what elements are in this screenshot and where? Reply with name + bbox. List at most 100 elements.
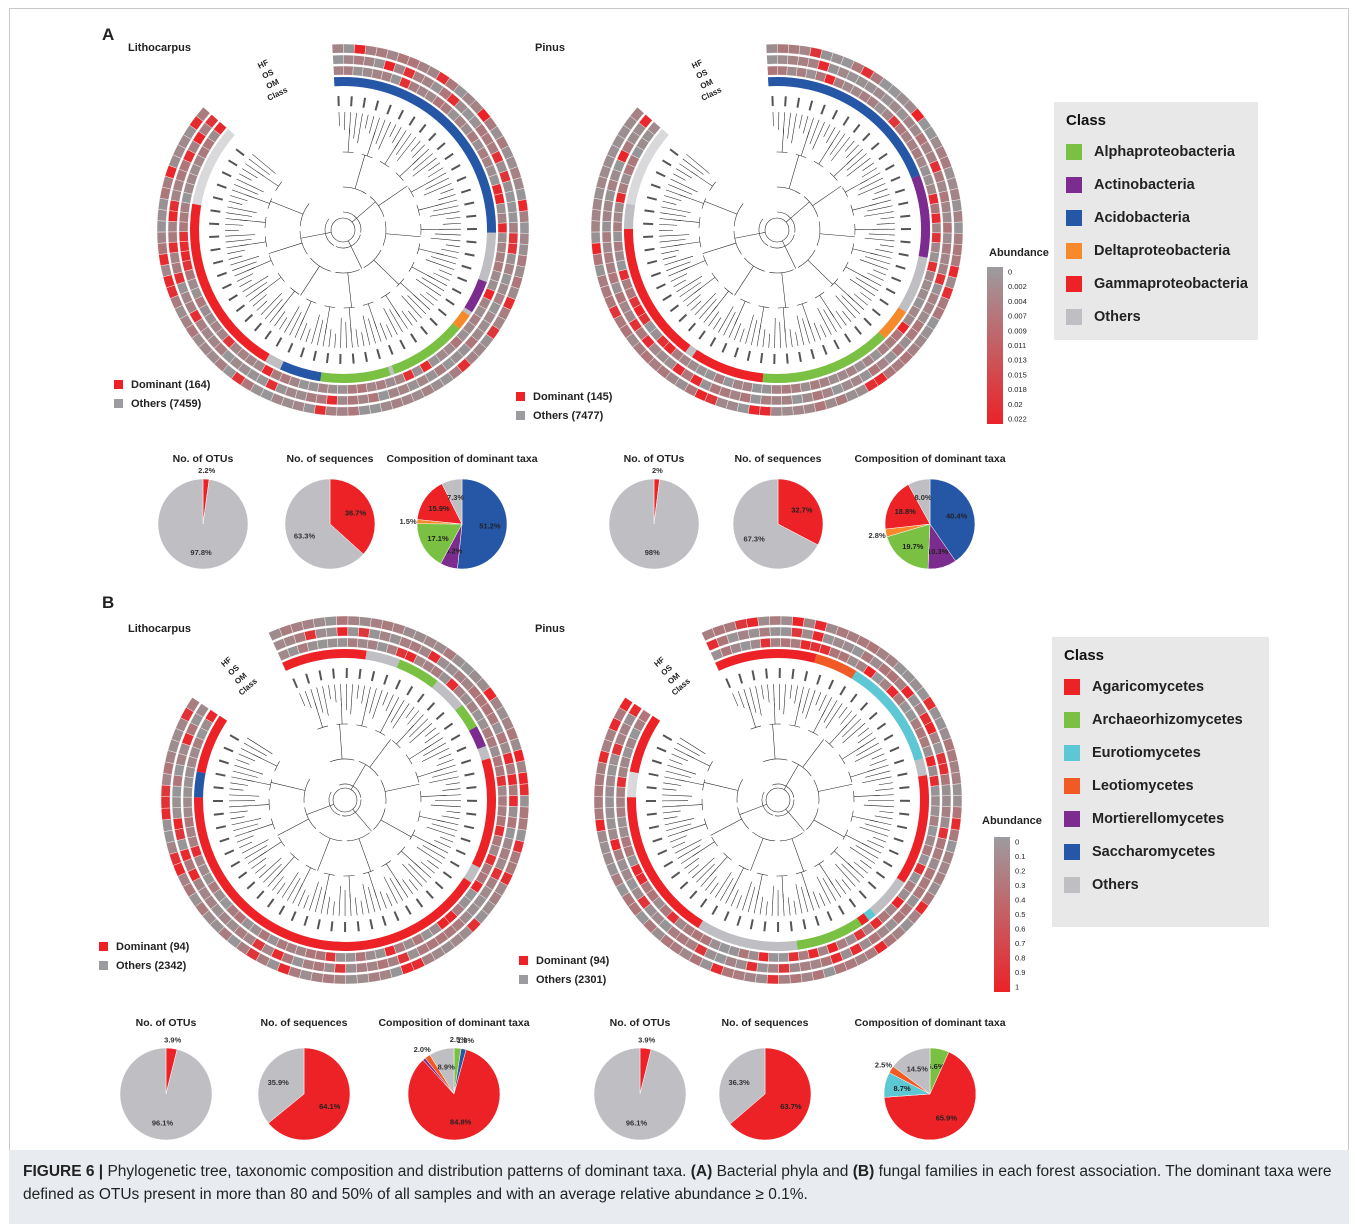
otu-label-mark (652, 837, 663, 843)
tree-branch (686, 294, 701, 307)
class-arc-mortierellomycetes (468, 726, 486, 750)
tree-clade-arc (733, 203, 744, 227)
heatmap-cell (331, 43, 344, 54)
heatmap-cell (950, 771, 962, 785)
heatmap-cell (185, 826, 197, 839)
tree-branch (829, 133, 846, 156)
class-arc-others (365, 650, 401, 668)
heatmap-ring-om (178, 65, 508, 395)
heatmap-cell (751, 382, 763, 394)
pie-value-label: 97.8% (190, 548, 212, 557)
otu-label-mark (222, 283, 232, 290)
pie-slice (329, 478, 376, 555)
tree-branch (857, 183, 886, 196)
tree-clade-arc (274, 761, 280, 772)
otu-label-mark (657, 849, 668, 856)
tree-branch (240, 241, 266, 247)
tree-branch (236, 759, 250, 765)
heatmap-cell (333, 65, 344, 76)
heatmap-cell (171, 261, 183, 275)
heatmap-cell (508, 222, 519, 234)
heatmap-cell (334, 963, 346, 974)
tree-clade-arc (363, 870, 374, 875)
tree-branch (407, 295, 427, 315)
tree-branch (795, 332, 799, 347)
dominant-label: Dominant (145) (533, 391, 613, 403)
heatmap-cell (790, 383, 802, 394)
heatmap-cell (613, 201, 625, 214)
heatmap-cell (736, 402, 750, 414)
class-arc-agaricomycetes (629, 715, 661, 774)
heatmap-cell (761, 384, 772, 395)
pie-value-label: 18.8% (895, 507, 917, 516)
tree-branch (232, 770, 258, 778)
heatmap-cell (315, 393, 328, 405)
tree-branch (395, 133, 412, 156)
heatmap-cell (157, 209, 168, 222)
tree-clade-arc (850, 204, 854, 216)
tree-branch (350, 246, 363, 269)
tree-branch (416, 846, 443, 864)
tree-branch (856, 742, 880, 756)
tree-branch (802, 688, 810, 714)
tree-branch (676, 275, 703, 293)
caption-label: FIGURE 6 | (23, 1163, 104, 1180)
tree-branch (228, 255, 243, 260)
heatmap-cell (343, 43, 355, 54)
pie-chart: Composition of dominant taxa 6.6% 65.9% 8.7… (854, 1017, 1006, 1141)
tree-branch (791, 838, 805, 872)
tree-branch (230, 816, 245, 820)
tree-branch (849, 846, 876, 864)
tree-branch (345, 321, 347, 348)
tree-branch (820, 324, 827, 338)
otu-label-mark (733, 347, 739, 358)
dominant-swatch (516, 392, 525, 401)
tree-branch (841, 879, 851, 891)
heatmap-cell (781, 406, 794, 417)
tree-branch (813, 322, 821, 340)
class-arc-others (387, 365, 395, 376)
tree-branch (230, 255, 260, 266)
tree-branch (260, 293, 282, 315)
heatmap-cell (165, 840, 179, 855)
heatmap-cell (325, 405, 338, 417)
tree-branch (833, 158, 853, 177)
tree-clade-arc (776, 151, 788, 153)
heatmap-cell (791, 393, 804, 405)
tree-branch (759, 896, 764, 915)
otu-label-mark (364, 351, 368, 363)
heatmap-cell (345, 952, 357, 963)
heatmap-cell (756, 962, 769, 973)
otu-label-mark (228, 159, 238, 167)
tree-branch (348, 240, 352, 247)
pie-title: Composition of dominant taxa (854, 453, 1005, 465)
otu-label-mark (725, 678, 732, 689)
tree-branch (681, 260, 706, 271)
heatmap-cell (941, 211, 953, 224)
tree-branch (234, 764, 264, 775)
otu-label-mark (358, 668, 362, 679)
heatmap-cell (769, 626, 782, 637)
heatmap-cell (363, 56, 376, 68)
tree-branch (423, 183, 452, 196)
heatmap-cell (941, 795, 952, 807)
tree-root (332, 787, 358, 813)
tree-branch (736, 895, 742, 909)
heatmap-cell (594, 263, 606, 278)
heatmap-cell (314, 627, 328, 639)
class-arc-eurotiomycetes (851, 670, 924, 761)
tree-branch (422, 845, 446, 859)
heatmap-cell (508, 795, 519, 807)
tree-branch (396, 724, 415, 745)
tree-branch (818, 142, 833, 165)
heatmap-cell (326, 395, 338, 406)
legend-item: Actinobacteria (1066, 168, 1246, 201)
legend-swatch (1064, 711, 1080, 728)
tree-clade-arc (408, 187, 414, 198)
otu-label-band (645, 667, 911, 933)
tree-branch (845, 179, 869, 193)
heatmap-cell (618, 826, 630, 839)
legend-title: Class (1064, 647, 1105, 664)
tree-branch (242, 275, 269, 293)
otu-label-mark (885, 287, 896, 295)
